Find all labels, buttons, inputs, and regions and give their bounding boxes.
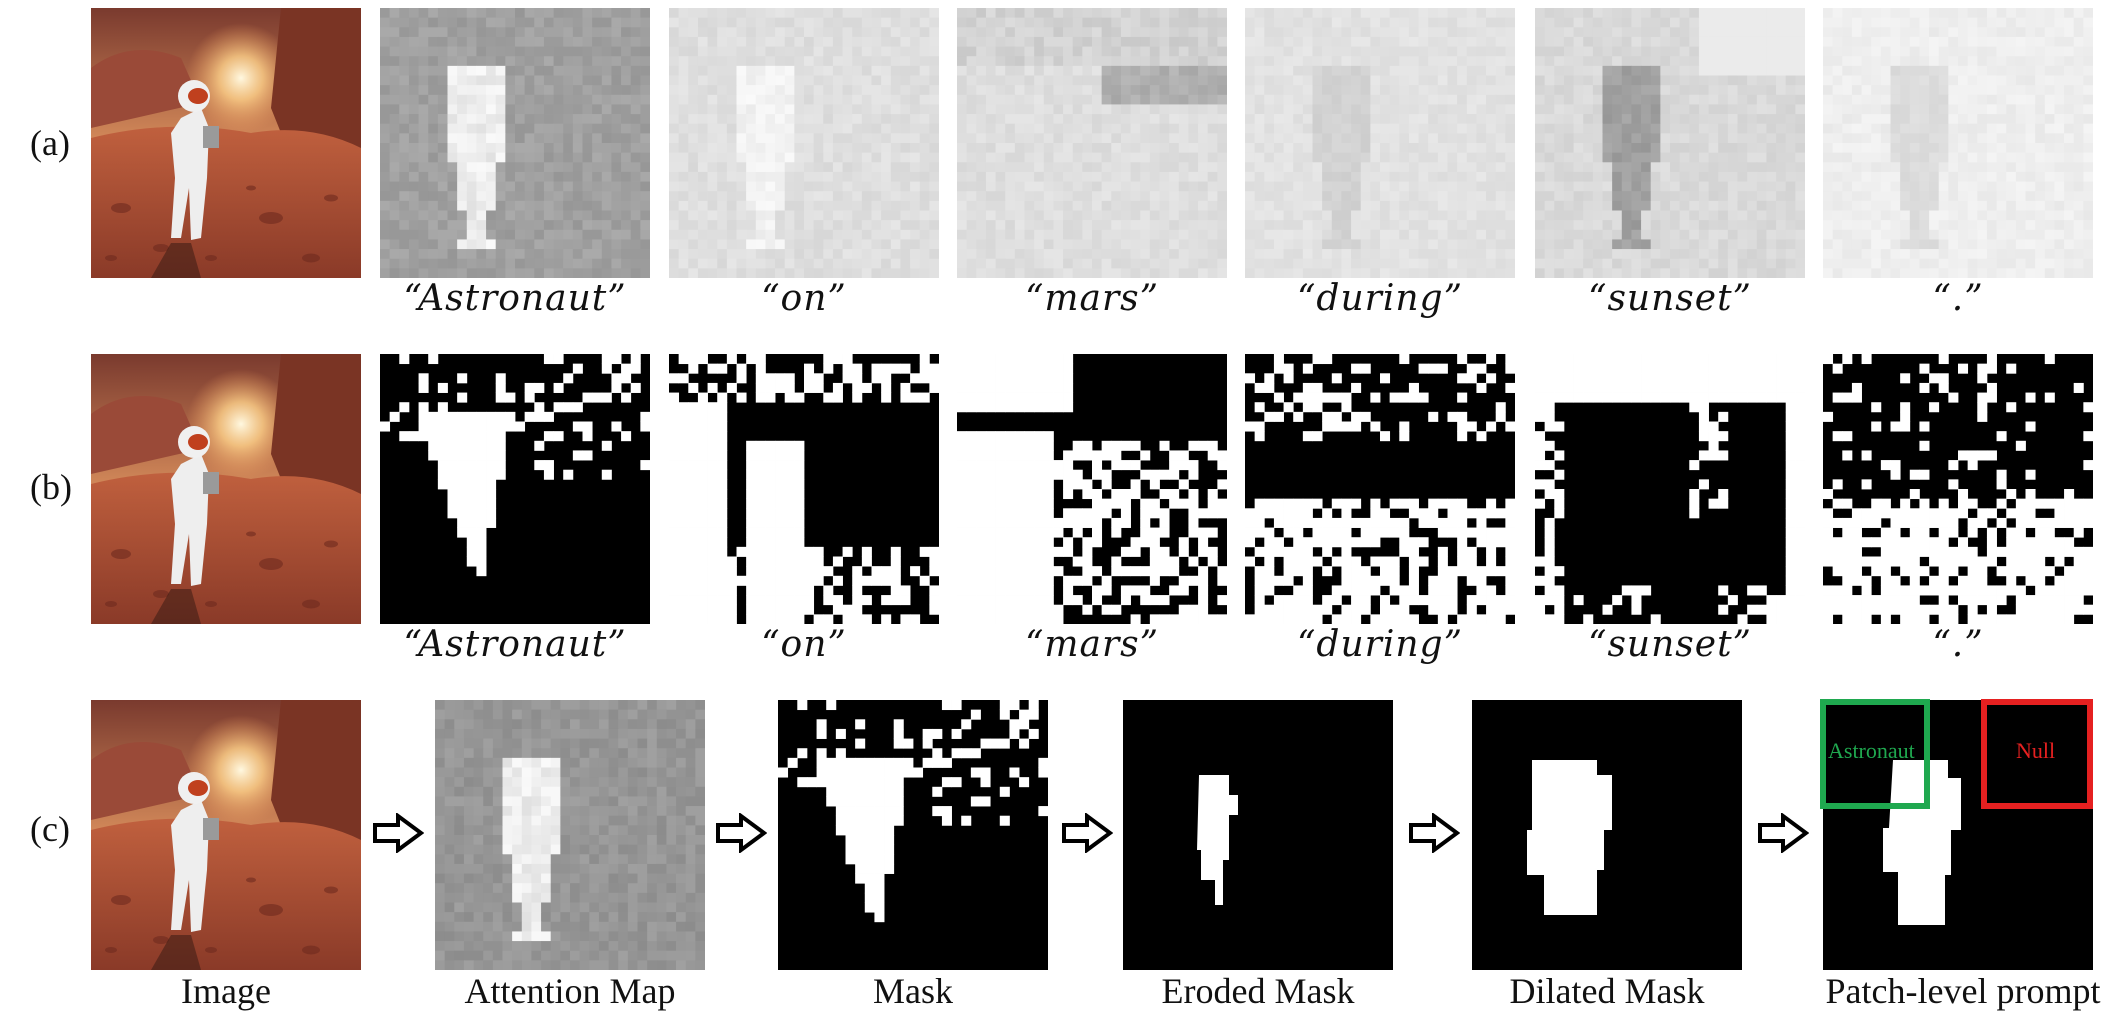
right-arrow-icon xyxy=(1408,813,1460,853)
pipeline-eroded-mask xyxy=(1123,700,1393,970)
word-during-a: “during” xyxy=(1297,278,1463,319)
row-label-a: (a) xyxy=(30,123,70,163)
pipeline-patch-prompt: Astronaut Null xyxy=(1820,699,2093,970)
right-arrow-icon xyxy=(715,813,767,853)
word-mars-b: “mars” xyxy=(1024,624,1160,665)
mask-mars xyxy=(957,354,1227,624)
word-sunset-a: “sunset” xyxy=(1588,278,1752,319)
caption-dilated-mask: Dilated Mask xyxy=(1509,971,1705,1011)
mask-astronaut xyxy=(380,354,650,624)
positive-patch-box xyxy=(1820,699,1930,809)
right-arrow-icon xyxy=(372,813,424,853)
word-period-b: “.” xyxy=(1932,624,1984,665)
caption-patch-level-prompt: Patch-level prompt xyxy=(1825,971,2101,1011)
word-on-b: “on” xyxy=(761,624,847,665)
mars-image-b xyxy=(91,354,361,624)
word-sunset-b: “sunset” xyxy=(1588,624,1752,665)
word-mars-a: “mars” xyxy=(1024,278,1160,319)
caption-mask: Mask xyxy=(873,971,953,1011)
caption-attention-map: Attention Map xyxy=(464,971,676,1011)
attention-map-sunset xyxy=(1535,8,1805,278)
word-on-a: “on” xyxy=(761,278,847,319)
mars-image-a xyxy=(91,8,361,278)
pipeline-dilated-mask xyxy=(1472,700,1742,970)
caption-image: Image xyxy=(181,971,271,1011)
negative-patch-box xyxy=(1981,699,2093,809)
word-astronaut-b: “Astronaut” xyxy=(403,624,627,665)
row-label-c: (c) xyxy=(30,809,70,849)
patch-label-null: Null xyxy=(2016,738,2056,763)
word-during-b: “during” xyxy=(1297,624,1463,665)
right-arrow-icon xyxy=(1061,813,1113,853)
attention-map-mars xyxy=(957,8,1227,278)
attention-map-on xyxy=(669,8,939,278)
pipeline-attention-map xyxy=(435,700,705,970)
mask-period xyxy=(1823,354,2093,624)
patch-label-astronaut: Astronaut xyxy=(1828,738,1915,763)
pipeline-mask xyxy=(778,700,1048,970)
word-astronaut-a: “Astronaut” xyxy=(403,278,627,319)
row-label-b: (b) xyxy=(30,467,72,507)
mask-during xyxy=(1245,354,1515,624)
mask-sunset xyxy=(1535,354,1805,624)
mask-on xyxy=(669,354,939,624)
attention-map-period xyxy=(1823,8,2093,278)
attention-map-during xyxy=(1245,8,1515,278)
attention-map-astronaut xyxy=(380,8,650,278)
word-period-a: “.” xyxy=(1932,278,1984,319)
mars-image-c xyxy=(91,700,361,970)
caption-eroded-mask: Eroded Mask xyxy=(1161,971,1355,1011)
right-arrow-icon xyxy=(1757,813,1809,853)
